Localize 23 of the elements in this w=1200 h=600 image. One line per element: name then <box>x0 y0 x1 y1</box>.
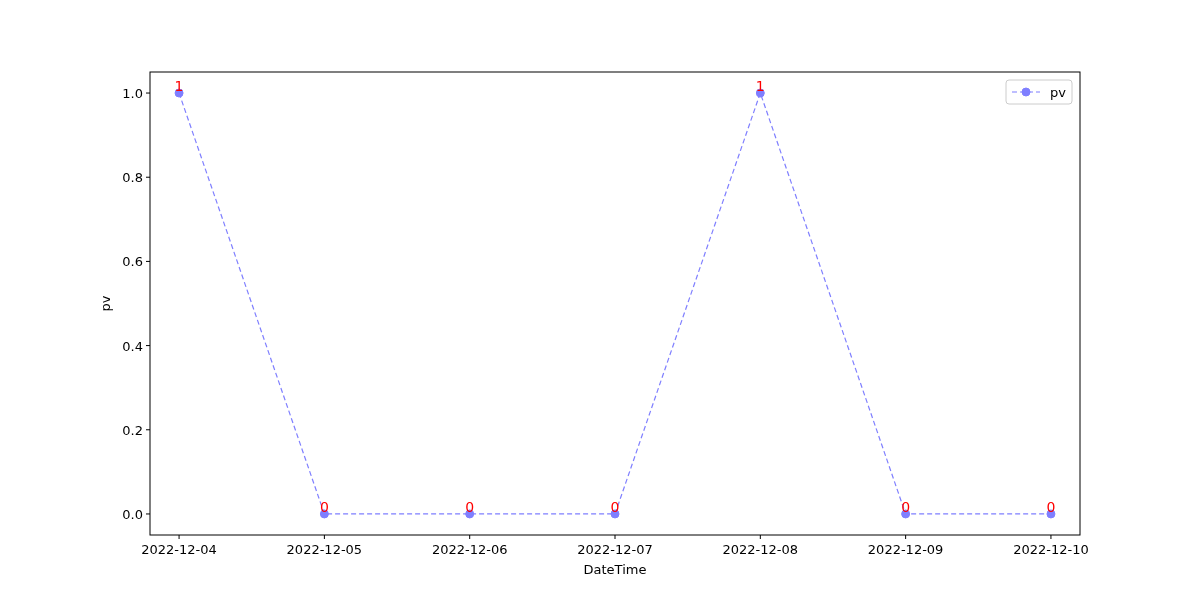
data-label: 0 <box>901 498 911 515</box>
data-label: 0 <box>465 498 475 515</box>
x-tick-label: 2022-12-05 <box>286 542 363 557</box>
data-label: 0 <box>1046 498 1056 515</box>
y-tick-label: 0.4 <box>122 338 143 354</box>
x-axis-title: DateTime <box>583 562 647 577</box>
x-tick-label: 2022-12-10 <box>1013 542 1089 557</box>
x-tick-label: 2022-12-08 <box>722 542 799 557</box>
y-tick-label: 1.0 <box>122 86 143 102</box>
y-axis-title: pv <box>98 295 113 312</box>
data-label: 1 <box>755 78 765 95</box>
y-tick-label: 0.2 <box>122 422 143 438</box>
x-tick-label: 2022-12-07 <box>577 542 653 557</box>
x-tick-label: 2022-12-06 <box>431 542 508 557</box>
data-label: 0 <box>610 498 620 515</box>
legend-label: pv <box>1050 85 1067 100</box>
data-label: 1 <box>174 78 184 95</box>
x-tick-label: 2022-12-09 <box>867 542 944 557</box>
x-tick-label: 2022-12-04 <box>141 542 217 557</box>
y-tick-label: 0.6 <box>122 254 143 270</box>
y-tick-label: 0.8 <box>122 170 143 186</box>
y-tick-label: 0.0 <box>122 506 143 522</box>
data-label: 0 <box>319 498 329 515</box>
